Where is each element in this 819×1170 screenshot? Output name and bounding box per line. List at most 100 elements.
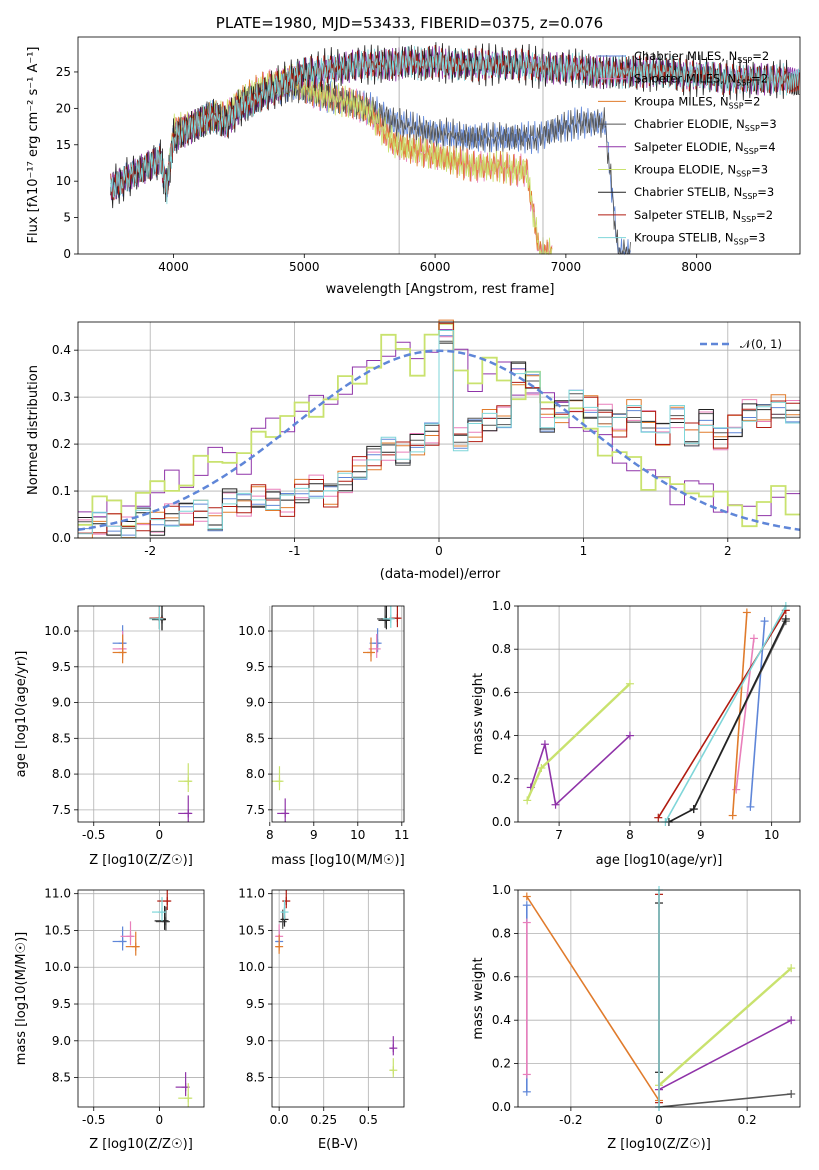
x-tick-label: 9 [310, 828, 318, 842]
legend-entry: 𝒩(0, 1) [740, 337, 782, 351]
y-tick-label: 0.4 [492, 1013, 511, 1027]
y-tick-label: 8.5 [52, 731, 71, 745]
x-axis-label: Z [log10(Z/Z☉)] [607, 1137, 711, 1152]
y-tick-label: 8.0 [52, 767, 71, 781]
x-tick-label: 0.2 [738, 1113, 757, 1127]
y-tick-label: 0.8 [492, 926, 511, 940]
weight-line-5 [658, 967, 792, 1087]
y-tick-label: 0.2 [492, 1057, 511, 1071]
weight-line-8 [664, 605, 787, 823]
y-tick-label: 7.5 [52, 803, 71, 817]
y-tick-label: 11.0 [238, 887, 265, 901]
y-tick-label: 11.0 [44, 887, 71, 901]
ageMass-panel: 8 9 10 11 7.5 8.0 8.5 9.0 9.5 10.0 [238, 606, 409, 842]
y-tick-label: 0.4 [52, 343, 71, 357]
x-axis-label: wavelength [Angstrom, rest frame] [326, 282, 555, 297]
spectrum-line-5 [166, 63, 553, 256]
y-tick-label: 9.0 [246, 696, 265, 710]
y-tick-label: 9.0 [52, 696, 71, 710]
axes-frame [77, 605, 205, 823]
x-axis-label: (data-model)/error [380, 567, 501, 582]
y-tick-label: 9.5 [246, 997, 265, 1011]
legend-entry: Chabrier STELIB, NSSP=3 [634, 185, 774, 201]
legend-entry: Salpeter STELIB, NSSP=2 [634, 208, 773, 224]
x-tick-label: -0.2 [559, 1113, 582, 1127]
x-tick-label: 8 [266, 828, 274, 842]
y-tick-label: 0.0 [492, 1100, 511, 1114]
x-tick-label: 1 [580, 544, 588, 558]
y-tick-label: 0.0 [492, 815, 511, 829]
y-tick-label: 25 [56, 65, 71, 79]
y-tick-label: 0.2 [52, 437, 71, 451]
spectrum-line-7 [110, 44, 800, 201]
axes-frame [77, 889, 205, 1108]
y-tick-label: 8.5 [246, 1071, 265, 1085]
y-tick-label: 9.5 [246, 660, 265, 674]
y-tick-label: 10.5 [238, 923, 265, 937]
x-tick-label: -0.5 [82, 828, 105, 842]
x-tick-label: 0 [655, 1113, 663, 1127]
x-tick-label: 7 [555, 828, 563, 842]
y-axis-label: mass weight [471, 957, 486, 1039]
y-tick-label: 0.8 [492, 642, 511, 656]
y-tick-label: 0.2 [492, 772, 511, 786]
y-tick-label: 10.0 [238, 960, 265, 974]
y-tick-label: 1.0 [492, 599, 511, 613]
x-axis-label: Z [log10(Z/Z☉)] [89, 853, 193, 868]
y-tick-label: 9.0 [246, 1034, 265, 1048]
y-tick-label: 0.3 [52, 390, 71, 404]
legend-entry: Salpeter ELODIE, NSSP=4 [634, 140, 776, 156]
x-tick-label: 11 [394, 828, 409, 842]
x-tick-label: -1 [289, 544, 301, 558]
x-tick-label: 0 [156, 828, 164, 842]
y-axis-label: mass [log10(M/M☉)] [14, 932, 29, 1065]
y-tick-label: 0.6 [492, 970, 511, 984]
x-tick-label: 0.0 [270, 1113, 289, 1127]
x-tick-label: 10 [350, 828, 365, 842]
y-tick-label: 10.5 [44, 923, 71, 937]
y-tick-label: 10 [56, 174, 71, 188]
x-axis-label: E(B-V) [318, 1137, 358, 1152]
y-tick-label: 9.5 [52, 997, 71, 1011]
y-tick-label: 10.0 [44, 624, 71, 638]
y-tick-label: 0 [63, 247, 71, 261]
x-tick-label: 8 [626, 828, 634, 842]
weight-line-0 [749, 621, 766, 807]
spectrum-line-8 [110, 46, 800, 205]
x-tick-label: 9 [697, 828, 705, 842]
y-tick-label: 15 [56, 138, 71, 152]
x-axis-label: age [log10(age/yr)] [596, 853, 723, 868]
x-tick-label: 6000 [420, 260, 451, 274]
legend-entry: Chabrier ELODIE, NSSP=3 [634, 117, 777, 133]
axes-frame [271, 605, 405, 823]
y-tick-label: 0.1 [52, 484, 71, 498]
y-tick-label: 10.0 [44, 960, 71, 974]
y-axis-label: mass weight [471, 673, 486, 755]
y-tick-label: 10.0 [238, 624, 265, 638]
legend-entry: Chabrier MILES, NSSP=2 [634, 49, 769, 65]
y-axis-label: Flux [fλ10⁻¹⁷ erg cm⁻² s⁻¹ A⁻¹] [26, 47, 41, 244]
massZ-panel: -0.5 0 8.5 9.0 9.5 10.0 10.5 11.0 [44, 887, 204, 1127]
spec-panel: 4000 5000 6000 7000 8000 0 5 10 15 20 25 [56, 37, 800, 274]
y-tick-label: 9.0 [52, 1034, 71, 1048]
axes-frame [517, 889, 801, 1108]
x-tick-label: -0.5 [82, 1113, 105, 1127]
ageZ-panel: -0.5 0 7.5 8.0 8.5 9.0 9.5 10.0 [44, 606, 204, 842]
weight-line-4 [530, 735, 631, 807]
weight-line-2 [526, 896, 660, 1101]
x-tick-label: 7000 [551, 260, 582, 274]
y-tick-label: 0.4 [492, 729, 511, 743]
y-tick-label: 5 [63, 211, 71, 225]
y-tick-label: 8.5 [246, 731, 265, 745]
x-tick-label: 0.25 [310, 1113, 337, 1127]
y-axis-label: age [log10(age/yr)] [14, 651, 29, 778]
legend-entry: Kroupa STELIB, NSSP=3 [634, 231, 765, 247]
wZ-panel: -0.2 0 0.2 0.0 0.2 0.4 0.6 0.8 1.0 [492, 883, 800, 1127]
x-tick-label: 0 [435, 544, 443, 558]
x-tick-label: 8000 [681, 260, 712, 274]
y-tick-label: 9.5 [52, 660, 71, 674]
chart-title: PLATE=1980, MJD=53433, FIBERID=0375, z=0… [216, 14, 603, 32]
axes-frame [77, 321, 801, 539]
y-tick-label: 0.6 [492, 685, 511, 699]
